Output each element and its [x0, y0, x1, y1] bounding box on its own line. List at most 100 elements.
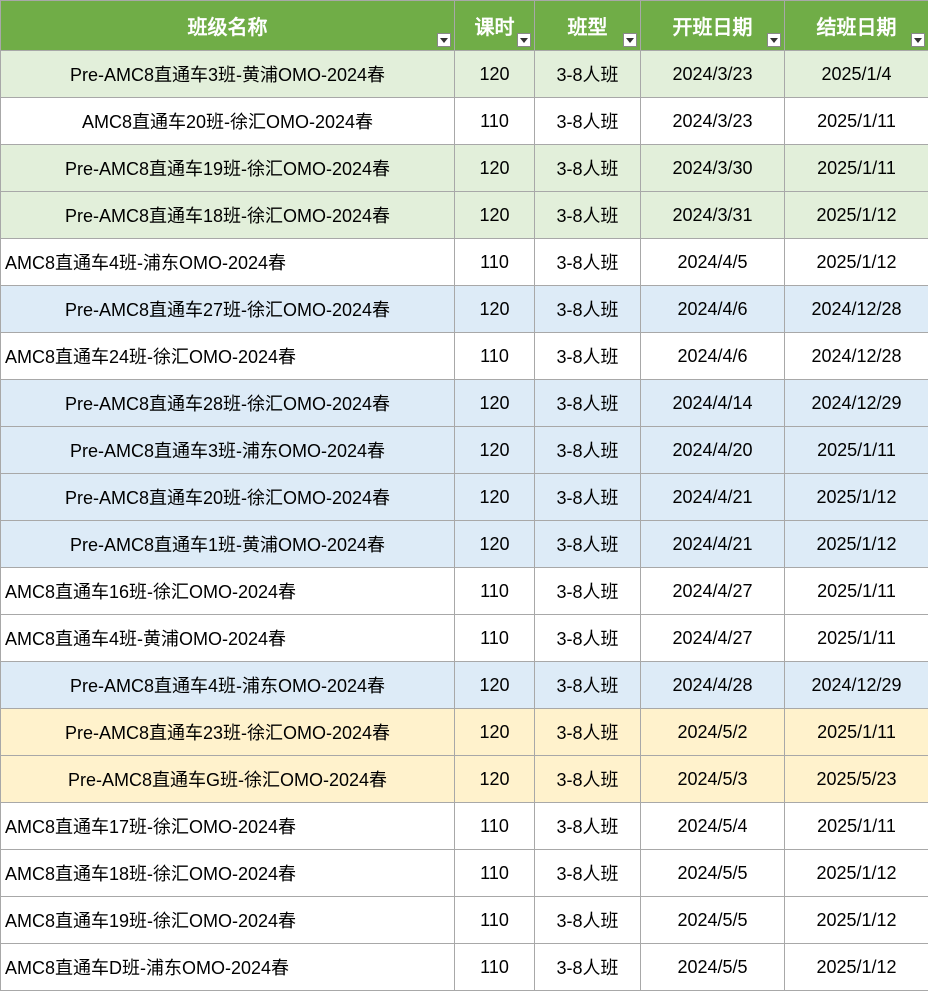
cell-hours: 120 — [455, 380, 535, 427]
cell-start-date: 2024/4/21 — [641, 474, 785, 521]
cell-hours: 110 — [455, 615, 535, 662]
table-row: Pre-AMC8直通车20班-徐汇OMO-2024春1203-8人班2024/4… — [1, 474, 928, 521]
cell-start-date: 2024/4/27 — [641, 615, 785, 662]
cell-class-name: AMC8直通车18班-徐汇OMO-2024春 — [1, 850, 455, 897]
header-class-name[interactable]: 班级名称 — [1, 1, 455, 51]
table-row: AMC8直通车4班-黄浦OMO-2024春1103-8人班2024/4/2720… — [1, 615, 928, 662]
header-hours[interactable]: 课时 — [455, 1, 535, 51]
cell-class-name: Pre-AMC8直通车3班-浦东OMO-2024春 — [1, 427, 455, 474]
header-start-date[interactable]: 开班日期 — [641, 1, 785, 51]
table-body: Pre-AMC8直通车3班-黄浦OMO-2024春1203-8人班2024/3/… — [1, 51, 928, 991]
header-label: 结班日期 — [817, 17, 897, 39]
table-row: AMC8直通车4班-浦东OMO-2024春1103-8人班2024/4/5202… — [1, 239, 928, 286]
cell-end-date: 2024/12/29 — [785, 380, 928, 427]
cell-hours: 110 — [455, 239, 535, 286]
cell-class-name: AMC8直通车4班-浦东OMO-2024春 — [1, 239, 455, 286]
cell-hours: 110 — [455, 944, 535, 991]
cell-class-type: 3-8人班 — [535, 98, 641, 145]
cell-hours: 120 — [455, 709, 535, 756]
cell-hours: 110 — [455, 850, 535, 897]
table-row: AMC8直通车20班-徐汇OMO-2024春1103-8人班2024/3/232… — [1, 98, 928, 145]
cell-class-type: 3-8人班 — [535, 239, 641, 286]
cell-end-date: 2025/1/12 — [785, 192, 928, 239]
cell-start-date: 2024/5/4 — [641, 803, 785, 850]
cell-hours: 110 — [455, 803, 535, 850]
table-row: Pre-AMC8直通车23班-徐汇OMO-2024春1203-8人班2024/5… — [1, 709, 928, 756]
cell-hours: 120 — [455, 521, 535, 568]
cell-end-date: 2025/1/11 — [785, 709, 928, 756]
cell-start-date: 2024/4/20 — [641, 427, 785, 474]
cell-end-date: 2025/1/11 — [785, 803, 928, 850]
cell-end-date: 2025/1/11 — [785, 98, 928, 145]
cell-class-name: Pre-AMC8直通车23班-徐汇OMO-2024春 — [1, 709, 455, 756]
cell-class-type: 3-8人班 — [535, 192, 641, 239]
table-row: Pre-AMC8直通车27班-徐汇OMO-2024春1203-8人班2024/4… — [1, 286, 928, 333]
cell-start-date: 2024/3/23 — [641, 51, 785, 98]
cell-hours: 120 — [455, 51, 535, 98]
cell-end-date: 2025/1/12 — [785, 897, 928, 944]
cell-class-name: AMC8直通车20班-徐汇OMO-2024春 — [1, 98, 455, 145]
filter-dropdown-icon[interactable] — [437, 33, 451, 47]
cell-class-name: AMC8直通车17班-徐汇OMO-2024春 — [1, 803, 455, 850]
cell-class-name: Pre-AMC8直通车1班-黄浦OMO-2024春 — [1, 521, 455, 568]
cell-hours: 120 — [455, 662, 535, 709]
cell-class-name: AMC8直通车D班-浦东OMO-2024春 — [1, 944, 455, 991]
header-label: 课时 — [475, 17, 515, 39]
filter-dropdown-icon[interactable] — [767, 33, 781, 47]
header-end-date[interactable]: 结班日期 — [785, 1, 928, 51]
table-row: AMC8直通车24班-徐汇OMO-2024春1103-8人班2024/4/620… — [1, 333, 928, 380]
cell-class-name: AMC8直通车24班-徐汇OMO-2024春 — [1, 333, 455, 380]
cell-class-name: AMC8直通车4班-黄浦OMO-2024春 — [1, 615, 455, 662]
cell-hours: 110 — [455, 897, 535, 944]
cell-end-date: 2025/1/11 — [785, 145, 928, 192]
table-row: Pre-AMC8直通车3班-黄浦OMO-2024春1203-8人班2024/3/… — [1, 51, 928, 98]
cell-class-type: 3-8人班 — [535, 803, 641, 850]
cell-class-name: AMC8直通车16班-徐汇OMO-2024春 — [1, 568, 455, 615]
cell-class-name: Pre-AMC8直通车4班-浦东OMO-2024春 — [1, 662, 455, 709]
header-class-type[interactable]: 班型 — [535, 1, 641, 51]
cell-end-date: 2024/12/28 — [785, 333, 928, 380]
cell-start-date: 2024/4/21 — [641, 521, 785, 568]
cell-class-type: 3-8人班 — [535, 474, 641, 521]
cell-start-date: 2024/4/28 — [641, 662, 785, 709]
cell-class-type: 3-8人班 — [535, 615, 641, 662]
header-label: 开班日期 — [673, 17, 753, 39]
cell-class-type: 3-8人班 — [535, 850, 641, 897]
cell-class-type: 3-8人班 — [535, 333, 641, 380]
cell-end-date: 2024/12/28 — [785, 286, 928, 333]
cell-class-name: Pre-AMC8直通车G班-徐汇OMO-2024春 — [1, 756, 455, 803]
table-row: Pre-AMC8直通车18班-徐汇OMO-2024春1203-8人班2024/3… — [1, 192, 928, 239]
cell-hours: 110 — [455, 98, 535, 145]
cell-class-type: 3-8人班 — [535, 380, 641, 427]
cell-class-type: 3-8人班 — [535, 51, 641, 98]
cell-class-type: 3-8人班 — [535, 521, 641, 568]
cell-hours: 110 — [455, 568, 535, 615]
cell-end-date: 2025/1/12 — [785, 521, 928, 568]
cell-class-type: 3-8人班 — [535, 145, 641, 192]
cell-class-name: Pre-AMC8直通车28班-徐汇OMO-2024春 — [1, 380, 455, 427]
cell-hours: 120 — [455, 145, 535, 192]
header-label: 班型 — [568, 17, 608, 39]
cell-start-date: 2024/3/23 — [641, 98, 785, 145]
cell-end-date: 2025/1/4 — [785, 51, 928, 98]
table-row: AMC8直通车D班-浦东OMO-2024春1103-8人班2024/5/5202… — [1, 944, 928, 991]
cell-start-date: 2024/5/5 — [641, 897, 785, 944]
cell-hours: 120 — [455, 286, 535, 333]
cell-start-date: 2024/5/3 — [641, 756, 785, 803]
cell-end-date: 2025/1/12 — [785, 474, 928, 521]
cell-start-date: 2024/4/14 — [641, 380, 785, 427]
cell-end-date: 2025/1/11 — [785, 427, 928, 474]
cell-class-type: 3-8人班 — [535, 286, 641, 333]
cell-hours: 120 — [455, 474, 535, 521]
cell-end-date: 2025/1/12 — [785, 944, 928, 991]
cell-class-type: 3-8人班 — [535, 944, 641, 991]
cell-class-name: Pre-AMC8直通车20班-徐汇OMO-2024春 — [1, 474, 455, 521]
cell-class-name: Pre-AMC8直通车27班-徐汇OMO-2024春 — [1, 286, 455, 333]
cell-start-date: 2024/4/5 — [641, 239, 785, 286]
cell-end-date: 2025/1/12 — [785, 850, 928, 897]
filter-dropdown-icon[interactable] — [517, 33, 531, 47]
filter-dropdown-icon[interactable] — [911, 33, 925, 47]
filter-dropdown-icon[interactable] — [623, 33, 637, 47]
table-row: AMC8直通车18班-徐汇OMO-2024春1103-8人班2024/5/520… — [1, 850, 928, 897]
cell-start-date: 2024/4/27 — [641, 568, 785, 615]
